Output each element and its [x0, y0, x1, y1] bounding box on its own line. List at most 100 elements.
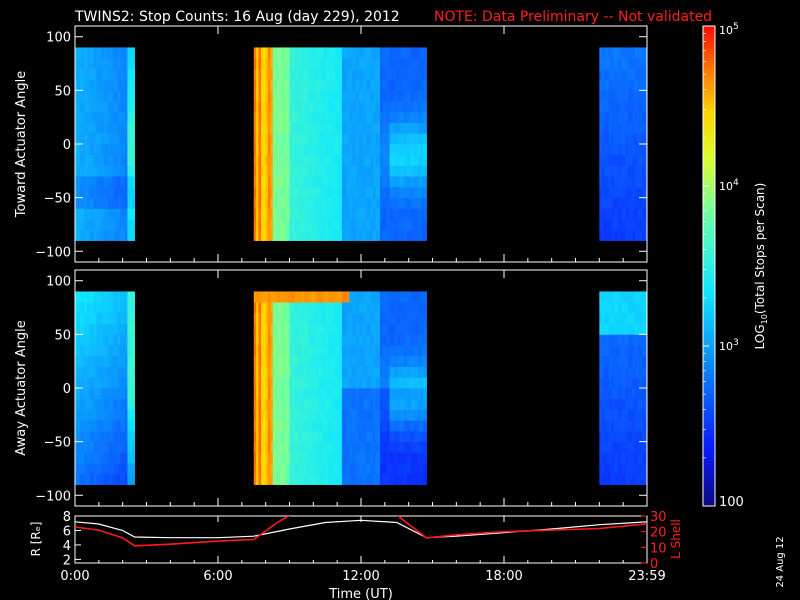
heat-cell: [384, 165, 388, 177]
heat-cell: [84, 463, 88, 475]
heat-cell: [270, 334, 274, 346]
heat-cell: [344, 154, 348, 166]
heat-cell: [322, 302, 326, 314]
heat-cell: [272, 355, 276, 367]
heat-cell: [361, 323, 364, 335]
heat-cell: [611, 79, 615, 91]
heat-cell: [346, 355, 350, 367]
heat-cell: [127, 420, 131, 432]
heat-cell: [294, 176, 298, 188]
heat-cell: [623, 219, 626, 231]
heat-cell: [620, 208, 624, 220]
heat-cell: [630, 133, 634, 145]
heat-cell: [98, 111, 102, 123]
heat-cell: [418, 111, 421, 123]
heat-cell: [334, 323, 338, 335]
heat-cell: [372, 452, 376, 464]
heat-cell: [642, 176, 646, 188]
heat-cell: [644, 58, 648, 70]
heat-cell: [599, 47, 603, 59]
heat-cell: [623, 377, 626, 389]
heat-cell: [303, 58, 307, 70]
heat-cell: [387, 186, 390, 199]
heat-cell: [256, 430, 259, 443]
heat-cell: [294, 79, 298, 91]
heat-cell: [318, 90, 321, 102]
heat-cell: [268, 47, 271, 59]
heat-cell: [611, 176, 615, 188]
heat-cell: [375, 302, 379, 314]
heat-cell: [313, 229, 317, 241]
heat-cell: [265, 312, 269, 325]
heat-cell: [325, 452, 329, 464]
heat-cell: [103, 334, 107, 346]
heat-cell: [346, 463, 350, 475]
heat-cell: [284, 398, 288, 410]
heat-cell: [623, 47, 626, 59]
heat-cell: [101, 302, 104, 314]
heat-cell: [313, 452, 317, 464]
heat-cell: [627, 345, 631, 357]
heat-cell: [86, 355, 90, 367]
heat-cell: [115, 68, 119, 81]
heat-cell: [75, 47, 78, 59]
heat-cell: [346, 122, 350, 134]
heat-cell: [291, 229, 295, 241]
heat-cell: [339, 366, 343, 378]
heat-cell: [608, 377, 612, 389]
heat-cell: [332, 176, 336, 188]
heat-cell: [332, 409, 336, 421]
heat-cell: [301, 409, 305, 421]
heat-cell: [289, 323, 293, 335]
heat-cell: [117, 197, 121, 209]
heat-cell: [113, 409, 116, 421]
heat-cell: [284, 111, 288, 123]
heat-cell: [391, 219, 395, 231]
heat-cell: [263, 111, 267, 123]
heat-cell: [98, 208, 102, 220]
heat-cell: [341, 208, 345, 220]
heat-cell: [75, 176, 78, 188]
heat-cell: [113, 345, 116, 357]
heat-cell: [349, 47, 352, 59]
heat-cell: [339, 452, 343, 464]
heat-cell: [382, 219, 386, 231]
heat-cell: [320, 90, 324, 102]
heat-cell: [327, 144, 331, 156]
heat-cell: [313, 101, 317, 113]
heat-cell: [287, 154, 290, 166]
heat-cell: [272, 409, 276, 421]
heat-cell: [368, 420, 371, 432]
heat-cell: [372, 111, 376, 123]
heat-cell: [606, 208, 610, 220]
heat-cell: [115, 229, 119, 241]
heat-cell: [89, 452, 93, 464]
heat-cell: [353, 176, 357, 188]
heat-cell: [422, 452, 426, 464]
heat-cell: [411, 111, 414, 123]
heat-cell: [113, 420, 116, 432]
heat-cell: [608, 345, 612, 357]
heat-cell: [339, 144, 343, 156]
heat-cell: [642, 154, 646, 166]
heat-cell: [391, 165, 395, 177]
heat-cell: [327, 441, 331, 453]
heat-cell: [339, 58, 343, 70]
heat-cell: [365, 101, 369, 113]
heat-cell: [642, 377, 646, 389]
heat-cell: [79, 463, 83, 475]
heat-cell: [127, 47, 131, 59]
heat-cell: [327, 463, 331, 475]
heat-cell: [422, 355, 426, 367]
heat-cell: [399, 473, 402, 485]
heat-cell: [422, 208, 426, 220]
heat-cell: [418, 409, 421, 421]
heat-cell: [256, 58, 259, 70]
heat-cell: [415, 452, 419, 464]
heat-cell: [94, 47, 97, 59]
heat-cell: [396, 291, 400, 303]
heat-cell: [327, 68, 331, 81]
heat-cell: [406, 208, 410, 220]
heat-cell: [310, 473, 314, 485]
heat-cell: [86, 334, 90, 346]
